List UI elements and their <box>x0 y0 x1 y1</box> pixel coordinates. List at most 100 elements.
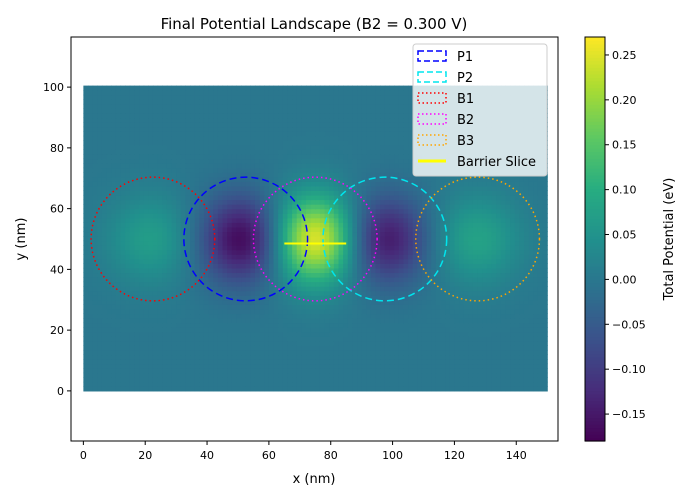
heatmap-cell <box>500 281 507 287</box>
heatmap-cell <box>537 377 544 383</box>
heatmap-cell <box>384 308 391 315</box>
heatmap-cell <box>370 199 377 205</box>
heatmap-cell <box>268 172 275 178</box>
heatmap-cell <box>486 336 493 342</box>
heatmap-cell <box>268 167 275 173</box>
heatmap-cell <box>398 377 404 383</box>
heatmap-cell <box>523 190 530 196</box>
heatmap-cell <box>514 304 520 310</box>
heatmap-cell <box>278 263 284 269</box>
heatmap-cell <box>394 172 400 178</box>
heatmap-cell <box>222 235 228 242</box>
heatmap-cell <box>315 358 321 365</box>
heatmap-cell <box>315 267 321 274</box>
heatmap-cell <box>176 240 182 246</box>
heatmap-cell <box>408 231 414 237</box>
heatmap-cell <box>245 249 251 255</box>
heatmap-cell <box>500 336 507 342</box>
heatmap-cell <box>222 226 228 233</box>
heatmap-cell <box>523 290 530 296</box>
heatmap-cell <box>440 194 446 201</box>
heatmap-cell <box>115 340 122 346</box>
heatmap-cell <box>166 340 173 346</box>
heatmap-cell <box>343 199 349 205</box>
heatmap-cell <box>115 163 122 169</box>
heatmap-cell <box>542 208 548 214</box>
heatmap-cell <box>213 272 219 278</box>
heatmap-cell <box>152 217 159 223</box>
heatmap-cell <box>120 172 126 178</box>
heatmap-cell <box>97 272 103 278</box>
heatmap-cell <box>319 336 326 342</box>
heatmap-cell <box>315 276 321 283</box>
heatmap-cell <box>250 172 256 178</box>
heatmap-cell <box>125 263 131 269</box>
heatmap-cell <box>185 240 191 246</box>
heatmap-cell <box>435 208 442 214</box>
heatmap-cell <box>185 281 191 287</box>
heatmap-cell <box>324 172 330 178</box>
heatmap-cell <box>412 327 418 333</box>
heatmap-cell <box>435 317 442 324</box>
heatmap-cell <box>338 386 344 392</box>
heatmap-cell <box>92 199 98 205</box>
heatmap-cell <box>97 190 103 196</box>
heatmap-cell <box>338 204 344 210</box>
heatmap-cell <box>370 208 377 214</box>
heatmap-cell <box>477 263 483 269</box>
heatmap-cell <box>120 327 126 333</box>
heatmap-cell <box>176 308 182 315</box>
heatmap-cell <box>139 358 145 365</box>
heatmap-cell <box>282 267 289 274</box>
heatmap-cell <box>88 272 94 278</box>
heatmap-cell <box>459 226 465 233</box>
heatmap-cell <box>171 345 177 351</box>
heatmap-cell <box>217 263 224 269</box>
heatmap-cell <box>394 245 400 251</box>
heatmap-cell <box>199 286 205 292</box>
heatmap-cell <box>389 286 395 292</box>
heatmap-cell <box>166 172 173 178</box>
heatmap-cell <box>157 322 163 328</box>
heatmap-cell <box>482 308 488 315</box>
heatmap-cell <box>190 172 196 178</box>
heatmap-cell <box>97 304 103 310</box>
heatmap-cell <box>139 240 145 246</box>
heatmap-cell <box>236 340 242 346</box>
heatmap-cell <box>389 308 395 315</box>
heatmap-cell <box>306 172 312 178</box>
heatmap-cell <box>366 258 372 264</box>
heatmap-cell <box>268 199 275 205</box>
heatmap-cell <box>445 231 451 237</box>
heatmap-cell <box>120 199 126 205</box>
heatmap-cell <box>496 267 502 274</box>
heatmap-cell <box>343 194 349 201</box>
heatmap-cell <box>106 190 112 196</box>
heatmap-cell <box>106 199 112 205</box>
heatmap-cell <box>166 358 173 365</box>
heatmap-cell <box>194 231 200 237</box>
heatmap-cell <box>306 208 312 214</box>
heatmap-cell <box>505 345 511 351</box>
heatmap-cell <box>329 340 335 346</box>
heatmap-cell <box>459 286 465 292</box>
heatmap-cell <box>278 181 284 187</box>
heatmap-cell <box>519 254 525 260</box>
heatmap-cell <box>510 363 516 369</box>
heatmap-cell <box>468 368 474 374</box>
heatmap-cell <box>408 217 414 223</box>
heatmap-cell <box>157 299 163 305</box>
heatmap-cell <box>421 377 428 383</box>
heatmap-cell <box>352 313 358 319</box>
heatmap-cell <box>523 217 530 223</box>
heatmap-cell <box>162 290 168 296</box>
heatmap-cell <box>361 368 367 374</box>
heatmap-cell <box>254 267 261 274</box>
heatmap-cell <box>394 281 400 287</box>
heatmap-cell <box>361 208 367 214</box>
heatmap-cell <box>533 217 539 223</box>
heatmap-cell <box>268 317 275 324</box>
heatmap-cell <box>115 317 122 324</box>
heatmap-cell <box>152 185 159 191</box>
heatmap-cell <box>380 217 386 223</box>
